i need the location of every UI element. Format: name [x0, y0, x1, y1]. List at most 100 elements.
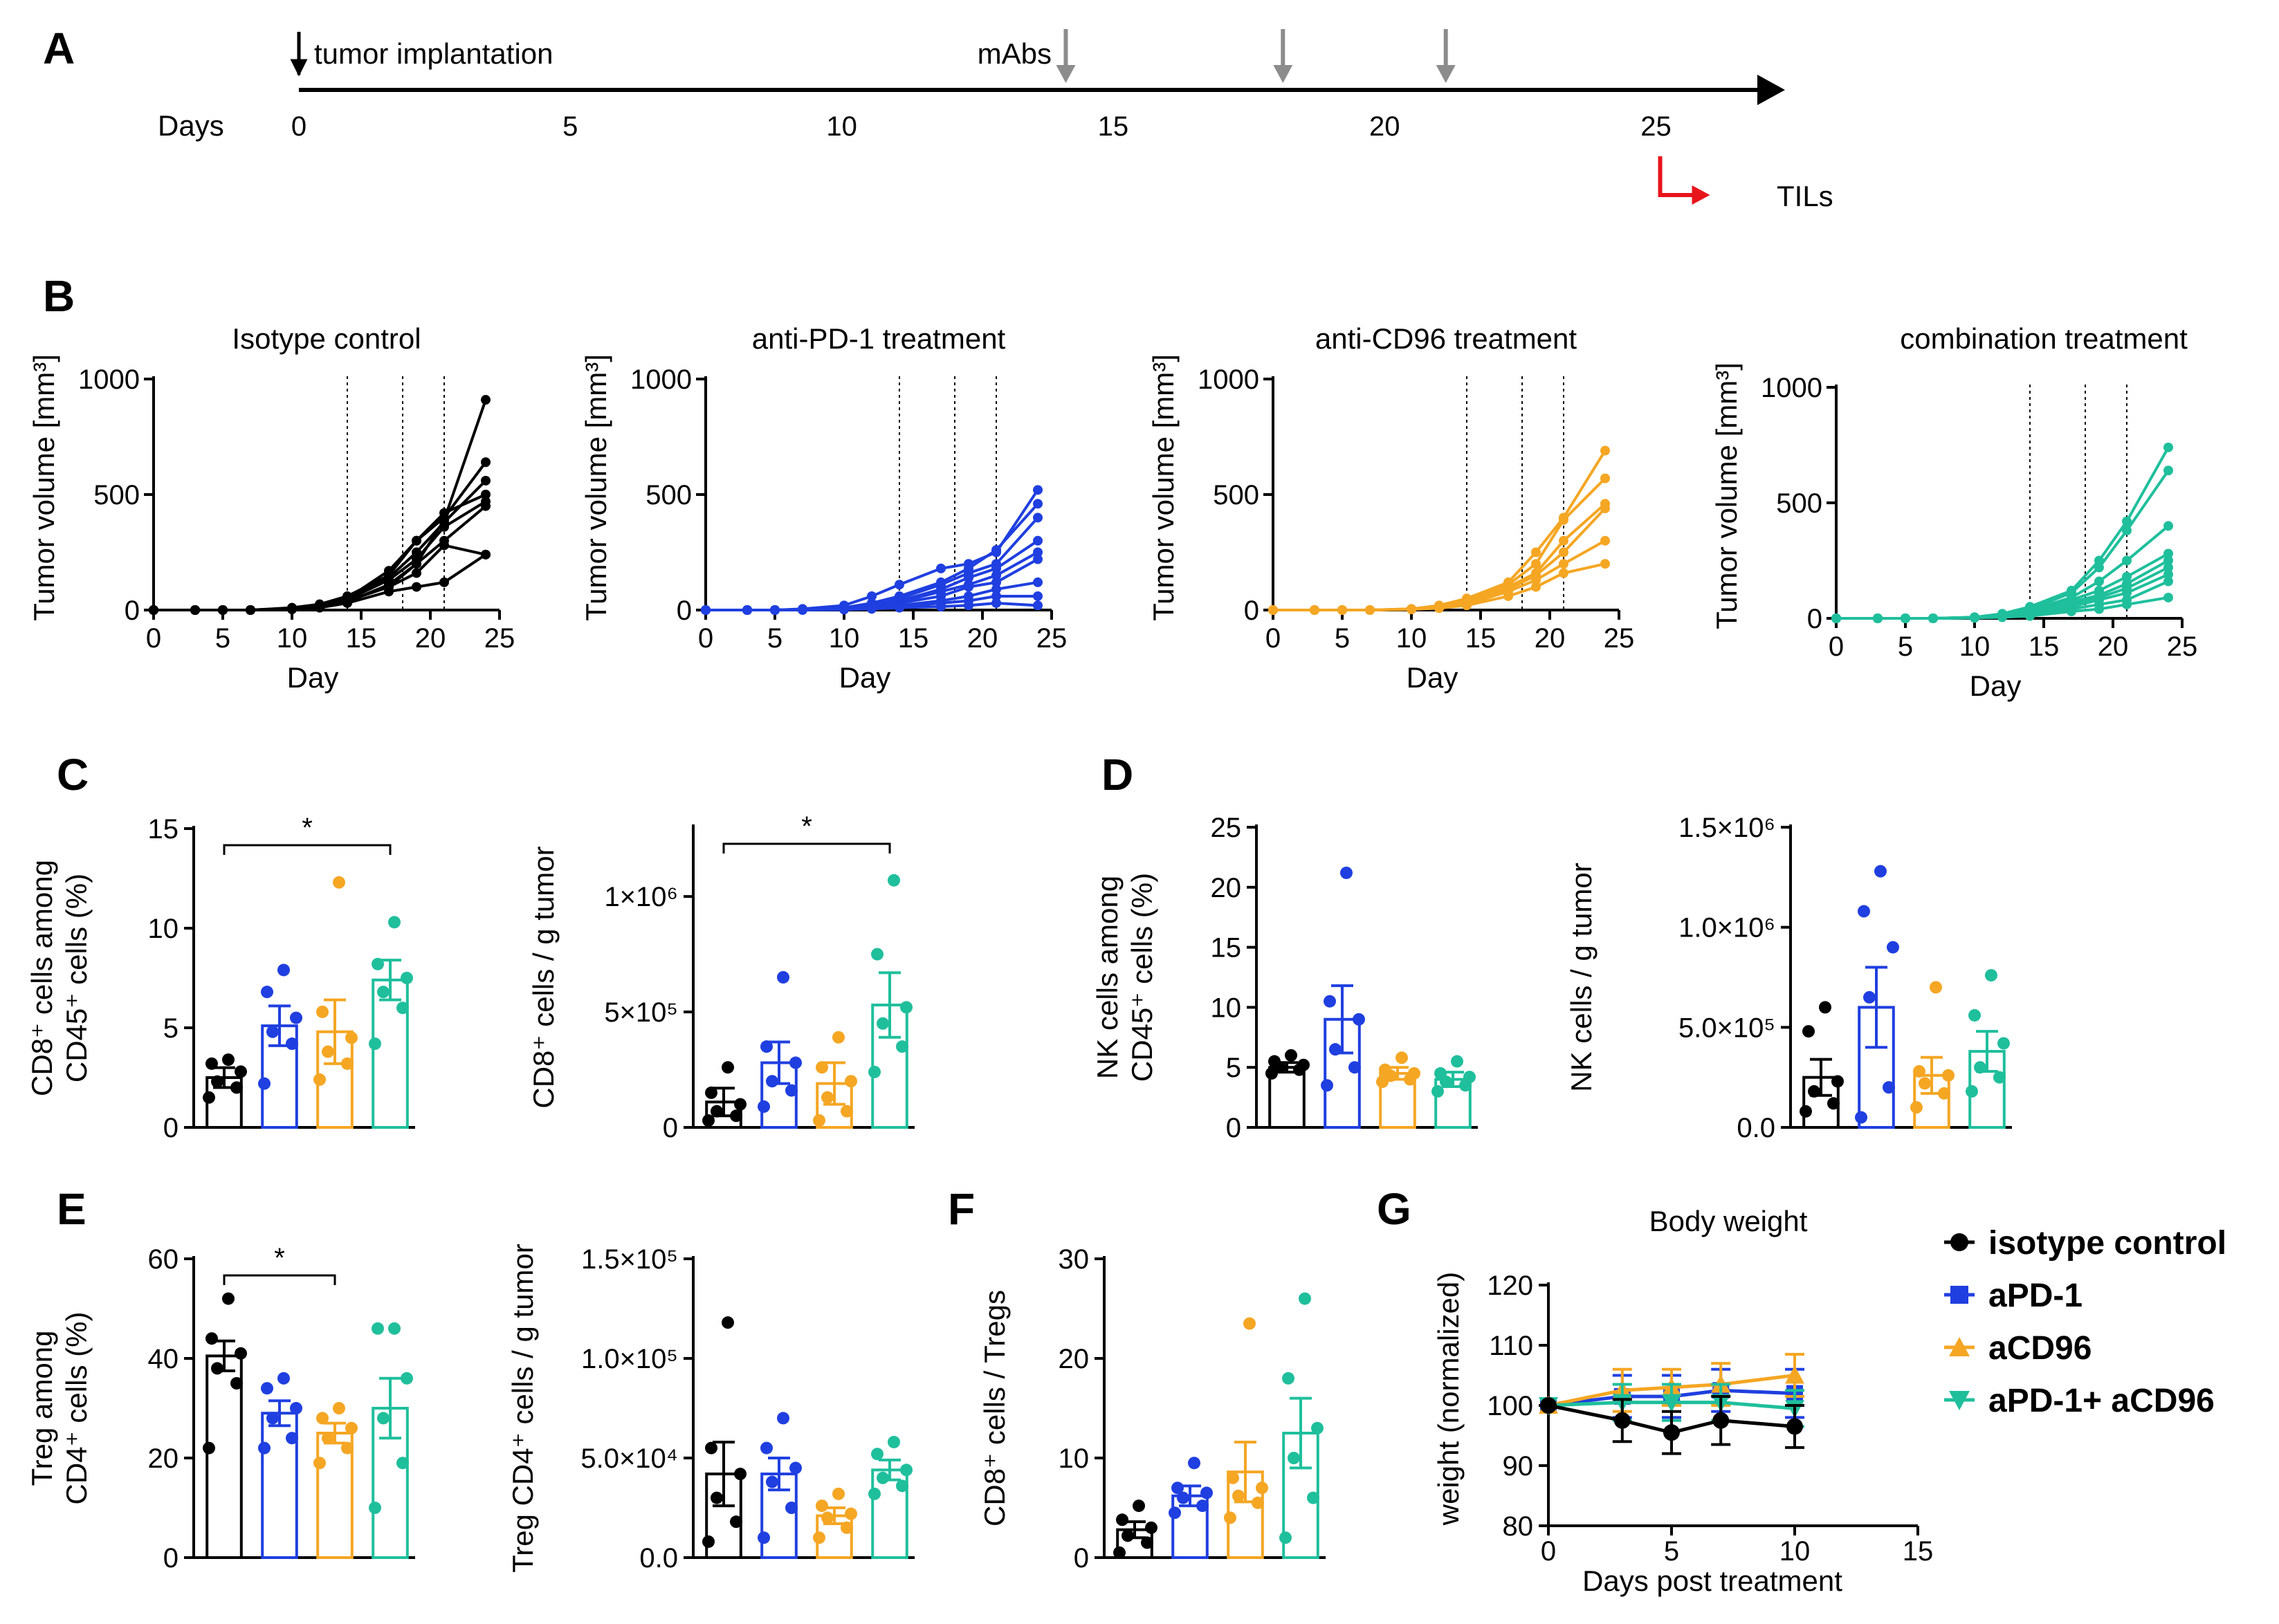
bar-y-tick-label: 1.0×10⁶ — [1678, 913, 1775, 943]
growth-data-point — [384, 587, 394, 597]
bar-data-point — [1285, 1049, 1297, 1062]
legend-marker — [1950, 1233, 1968, 1251]
growth-data-point — [867, 591, 877, 601]
growth-series-line — [1273, 507, 1607, 611]
bar-data-point — [841, 1521, 853, 1534]
bar-data-point — [1395, 1051, 1408, 1064]
bar-y-tick-label: 1.5×10⁶ — [1678, 813, 1775, 843]
bar-data-point — [1196, 1500, 1209, 1513]
weight-data-point — [1663, 1424, 1680, 1441]
bar-data-point — [1966, 1085, 1978, 1098]
growth-data-point — [936, 563, 946, 573]
weight-data-point — [1613, 1412, 1631, 1429]
growth-x-tick-label: 0 — [1829, 631, 1844, 662]
bar-data-point — [1858, 905, 1870, 918]
growth-series-line — [154, 479, 487, 611]
bar-data-point — [1243, 1317, 1256, 1330]
bar-y-tick-label: 5 — [1226, 1053, 1241, 1083]
growth-data-point — [2122, 599, 2132, 609]
growth-data-point — [481, 549, 491, 560]
bar-data-point — [705, 1441, 717, 1455]
bar-data-point — [1232, 1489, 1245, 1502]
growth-data-point — [2122, 588, 2132, 598]
growth-data-point — [1873, 613, 1883, 623]
growth-data-point — [991, 577, 1001, 587]
weight-data-point — [1786, 1418, 1803, 1435]
bar-data-point — [777, 971, 789, 984]
growth-data-point — [439, 508, 449, 518]
bar-data-point — [900, 1464, 913, 1477]
bar-data-point — [1122, 1529, 1134, 1542]
bar-data-point — [333, 876, 345, 889]
timeline-axis-label: Days — [158, 109, 224, 142]
growth-data-point — [991, 584, 1001, 594]
bar-data-point — [341, 1057, 354, 1070]
growth-data-point — [439, 577, 449, 587]
timeline-tick-label: 10 — [826, 111, 857, 142]
bar-data-point — [211, 1075, 223, 1088]
growth-y-tick-label: 500 — [646, 480, 692, 510]
bar-data-point — [702, 1114, 715, 1127]
bar-data-point — [388, 916, 401, 929]
growth-y-tick-label: 0 — [677, 596, 692, 626]
growth-data-point — [964, 600, 973, 611]
growth-y-axis-label: Tumor volume [mm³] — [580, 354, 612, 621]
growth-data-point — [1531, 582, 1541, 592]
bar-y-axis-label: CD8⁺ cells / Tregs — [978, 1290, 1011, 1526]
bar-data-point — [734, 1468, 747, 1481]
bar-data-point — [1463, 1071, 1476, 1084]
bar-data-point — [1169, 1506, 1181, 1520]
bar-data-point — [1808, 1085, 1820, 1098]
bar-data-point — [1985, 969, 1997, 982]
growth-y-tick-label: 1000 — [78, 365, 140, 395]
bar-y-axis-label: CD4⁺ cells (%) — [60, 1312, 93, 1505]
growth-data-point — [964, 573, 973, 583]
growth-data-point — [1033, 600, 1043, 611]
growth-x-axis-label: Day — [839, 661, 891, 694]
bar-data-point — [1827, 1097, 1840, 1110]
bar-data-point — [785, 1502, 798, 1514]
bar-data-point — [277, 1372, 290, 1385]
growth-series-line — [154, 399, 487, 611]
growth-y-tick-label: 1000 — [1198, 365, 1259, 395]
bar-data-point — [841, 1105, 853, 1118]
weight-title: Body weight — [1649, 1205, 1808, 1237]
bar-data-point — [816, 1500, 828, 1513]
bar-data-point — [888, 1435, 900, 1448]
bar-data-point — [1224, 1511, 1236, 1524]
bar-data-point — [722, 1316, 734, 1329]
bar-data-point — [1910, 1101, 1923, 1114]
significance-star: * — [274, 1243, 285, 1273]
growth-y-tick-label: 500 — [93, 480, 140, 510]
growth-x-tick-label: 10 — [1396, 623, 1427, 654]
bar-data-point — [1997, 1037, 2010, 1050]
significance-bracket — [223, 844, 392, 855]
bar-data-point — [313, 1457, 326, 1470]
bar-data-point — [1993, 1071, 2006, 1084]
bar-data-point — [258, 1441, 271, 1455]
panel-label-g: G — [1377, 1184, 1411, 1234]
bar-data-point — [1431, 1085, 1444, 1098]
implant-label: tumor implantation — [314, 37, 553, 70]
growth-x-tick-label: 5 — [1335, 623, 1350, 654]
bar-data-point — [1887, 941, 1899, 954]
bar-data-point — [372, 957, 384, 970]
weight-data-point — [1712, 1412, 1730, 1429]
bar-y-tick-label: 10 — [148, 914, 179, 944]
bar-y-tick-label: 0.0 — [639, 1543, 678, 1574]
growth-x-tick-label: 25 — [484, 623, 515, 654]
bar-data-point — [1913, 1064, 1925, 1078]
growth-data-point — [481, 501, 491, 511]
bar-data-point — [369, 1502, 381, 1514]
growth-data-point — [1531, 575, 1541, 585]
bar-data-point — [1348, 1061, 1361, 1074]
growth-data-point — [991, 563, 1001, 573]
growth-data-point — [1600, 535, 1610, 546]
growth-data-point — [439, 522, 449, 532]
growth-data-point — [991, 591, 1001, 601]
growth-data-point — [2122, 571, 2132, 582]
bar-data-point — [789, 1056, 802, 1069]
growth-x-tick-label: 15 — [346, 623, 377, 654]
mabs-arrow-head — [1056, 65, 1076, 83]
growth-x-tick-label: 25 — [2167, 631, 2198, 662]
